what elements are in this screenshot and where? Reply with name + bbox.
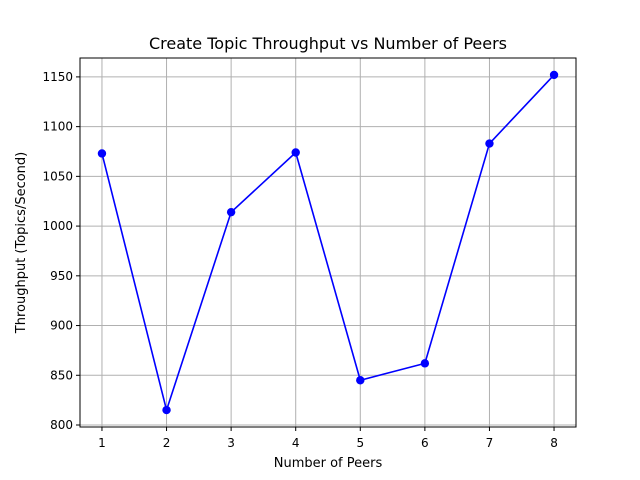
data-point: [420, 359, 430, 368]
data-point: [356, 376, 365, 385]
y-tick-label: 1100: [42, 120, 73, 134]
y-tick-label: 1000: [42, 219, 73, 233]
x-tick-label: 4: [292, 436, 300, 450]
data-point: [226, 207, 236, 217]
y-tick-label: 800: [50, 418, 73, 432]
data-point: [485, 139, 494, 148]
data-point: [162, 405, 171, 415]
data-point: [549, 70, 559, 80]
y-tick-label: 1150: [42, 70, 73, 84]
x-tick-label: 3: [227, 436, 235, 450]
series-line: [101, 74, 555, 413]
x-axis-label: Number of Peers: [274, 456, 383, 471]
data-point: [97, 149, 107, 158]
x-tick-label: 6: [421, 436, 429, 450]
x-tick-label: 7: [486, 436, 494, 450]
x-tick-label: 2: [163, 436, 171, 450]
grid: [80, 58, 576, 427]
data-point: [291, 148, 300, 157]
x-tick-label: 1: [98, 436, 106, 450]
chart-title: Create Topic Throughput vs Number of Pee…: [149, 34, 507, 53]
plot-frame: [79, 57, 577, 428]
axis-ticks: 1 2 3 4 5 6 7 8 800 850 900 950 1000 1050 1100 1150: [42, 70, 557, 450]
y-axis-label: Throughput (Topics/Second): [14, 152, 29, 334]
y-tick-label: 1050: [42, 169, 73, 183]
y-tick-label: 950: [50, 269, 73, 283]
series-layer: [97, 70, 559, 415]
x-tick-label: 5: [356, 436, 364, 450]
y-tick-label: 900: [50, 319, 73, 333]
x-tick-label: 8: [550, 436, 558, 450]
y-tick-label: 850: [50, 368, 73, 382]
